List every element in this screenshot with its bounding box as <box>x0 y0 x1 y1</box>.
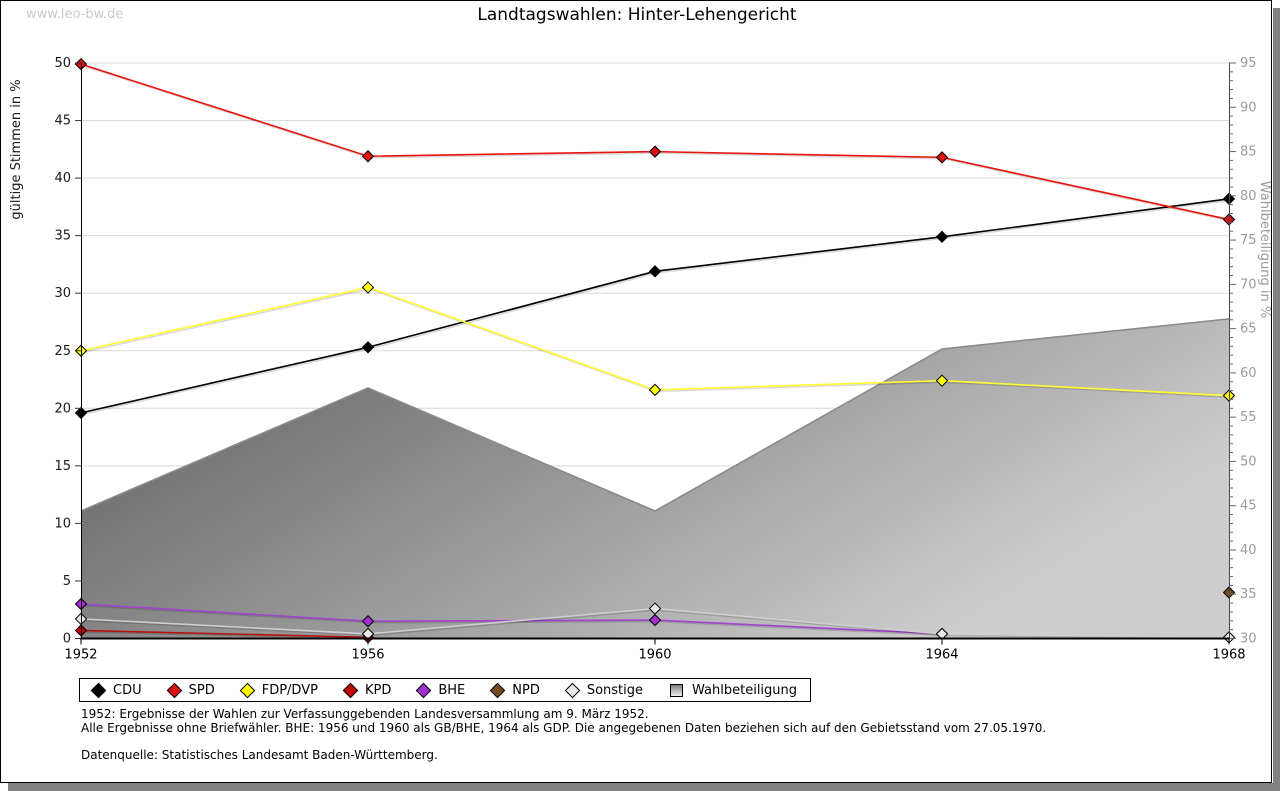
y-right-tick-label: 60 <box>1240 366 1257 381</box>
series-spd <box>74 57 1236 226</box>
y-left-tick-label: 35 <box>54 229 71 244</box>
legend-area-swatch-icon <box>670 683 684 697</box>
x-tick-label: 1964 <box>925 648 958 663</box>
legend-item-spd[interactable]: SPD <box>166 682 215 698</box>
y-right-tick-label: 55 <box>1240 410 1257 425</box>
legend-item-label: BHE <box>438 682 466 698</box>
footnote-line-1: 1952: Ergebnisse der Wahlen zur Verfassu… <box>81 707 649 721</box>
y-right-tick-label: 65 <box>1240 322 1257 337</box>
y-left-tick-label: 50 <box>54 56 71 71</box>
legend-item-label: Sonstige <box>586 682 644 698</box>
series-cdu <box>74 192 1236 420</box>
series-wahlbeteiligung-area <box>80 318 1230 639</box>
y-right-tick-label: 90 <box>1240 100 1257 115</box>
y-right-tick-label: 80 <box>1240 189 1257 204</box>
footnote-line-2: Alle Ergebnisse ohne Briefwähler. BHE: 1… <box>81 721 1047 735</box>
footnotes: 1952: Ergebnisse der Wahlen zur Verfassu… <box>81 707 1046 735</box>
legend-item-cdu[interactable]: CDU <box>90 682 142 698</box>
legend-item-label: Wahlbeteiligung <box>692 682 798 698</box>
legend-item-wahlbeteiligung[interactable]: Wahlbeteiligung <box>670 683 797 698</box>
y-right-tick-label: 30 <box>1240 632 1257 647</box>
axes: 0 5 10 15 20 25 30 35 40 45 50 30 35 40 45 50 55 60 65 70 75… <box>54 56 1256 663</box>
y-right-tick-label: 35 <box>1240 587 1257 602</box>
legend-diamond-icon <box>416 682 432 698</box>
y-right-tick-label: 50 <box>1240 454 1257 469</box>
chart-canvas: 0 5 10 15 20 25 30 35 40 45 50 30 35 40 45 50 55 60 65 70 75… <box>54 56 1256 663</box>
legend-diamond-icon <box>166 682 182 698</box>
legend-item-label: FDP/DVP <box>261 682 318 698</box>
y-left-tick-label: 10 <box>54 516 71 531</box>
watermark: www.leo-bw.de <box>26 7 124 22</box>
legend-item-label: SPD <box>188 682 215 698</box>
y-right-tick-label: 75 <box>1240 233 1257 248</box>
y-axis-right-label: Wahlbeteiligung in % <box>1257 180 1272 319</box>
legend-item-bhe[interactable]: BHE <box>416 682 466 698</box>
y-left-tick-label: 25 <box>54 344 71 359</box>
legend-diamond-icon <box>90 682 107 698</box>
legend-item-sonstige[interactable]: Sonstige <box>564 682 644 698</box>
legend-item-label: CDU <box>113 682 142 698</box>
y-left-tick-label: 5 <box>63 574 71 589</box>
y-right-tick-label: 85 <box>1240 145 1257 160</box>
y-axis-left-label: gültige Stimmen in % <box>9 79 24 220</box>
legend-item-npd[interactable]: NPD <box>489 682 540 698</box>
y-right-tick-label: 40 <box>1240 543 1257 558</box>
legend-item-label: KPD <box>364 682 392 698</box>
data-source-note: Datenquelle: Statistisches Landesamt Bad… <box>81 748 438 762</box>
legend-item-label: NPD <box>512 682 540 698</box>
legend-diamond-icon <box>239 682 255 698</box>
y-right-tick-label: 45 <box>1240 499 1257 514</box>
y-left-tick-label: 45 <box>54 114 71 129</box>
y-left-tick-label: 20 <box>54 401 71 416</box>
legend-diamond-icon <box>489 682 506 698</box>
y-right-tick-label: 70 <box>1240 277 1257 292</box>
page-title: Landtagswahlen: Hinter-Lehengericht <box>477 5 797 25</box>
x-tick-label: 1968 <box>1212 648 1245 663</box>
page-shadow-bottom <box>8 783 1280 791</box>
y-left-tick-label: 40 <box>54 171 71 186</box>
legend-diamond-icon <box>564 682 581 698</box>
y-left-tick-label: 15 <box>54 459 71 474</box>
y-left-tick-label: 30 <box>54 286 71 301</box>
y-left-tick-label: 0 <box>63 632 71 647</box>
page-shadow-right <box>1273 8 1280 791</box>
x-tick-label: 1952 <box>64 648 97 663</box>
chart-legend: CDU SPD FDP/DVP KPD BHE NPD Sonstige Wahlbeteil… <box>79 678 812 702</box>
series-fdp-dvp <box>74 281 1236 402</box>
y-right-tick-label: 95 <box>1240 56 1257 71</box>
x-tick-label: 1960 <box>638 648 671 663</box>
legend-item-kpd[interactable]: KPD <box>342 682 392 698</box>
legend-diamond-icon <box>342 682 359 698</box>
legend-item-fdp-dvp[interactable]: FDP/DVP <box>239 682 318 698</box>
x-tick-label: 1956 <box>351 648 384 663</box>
